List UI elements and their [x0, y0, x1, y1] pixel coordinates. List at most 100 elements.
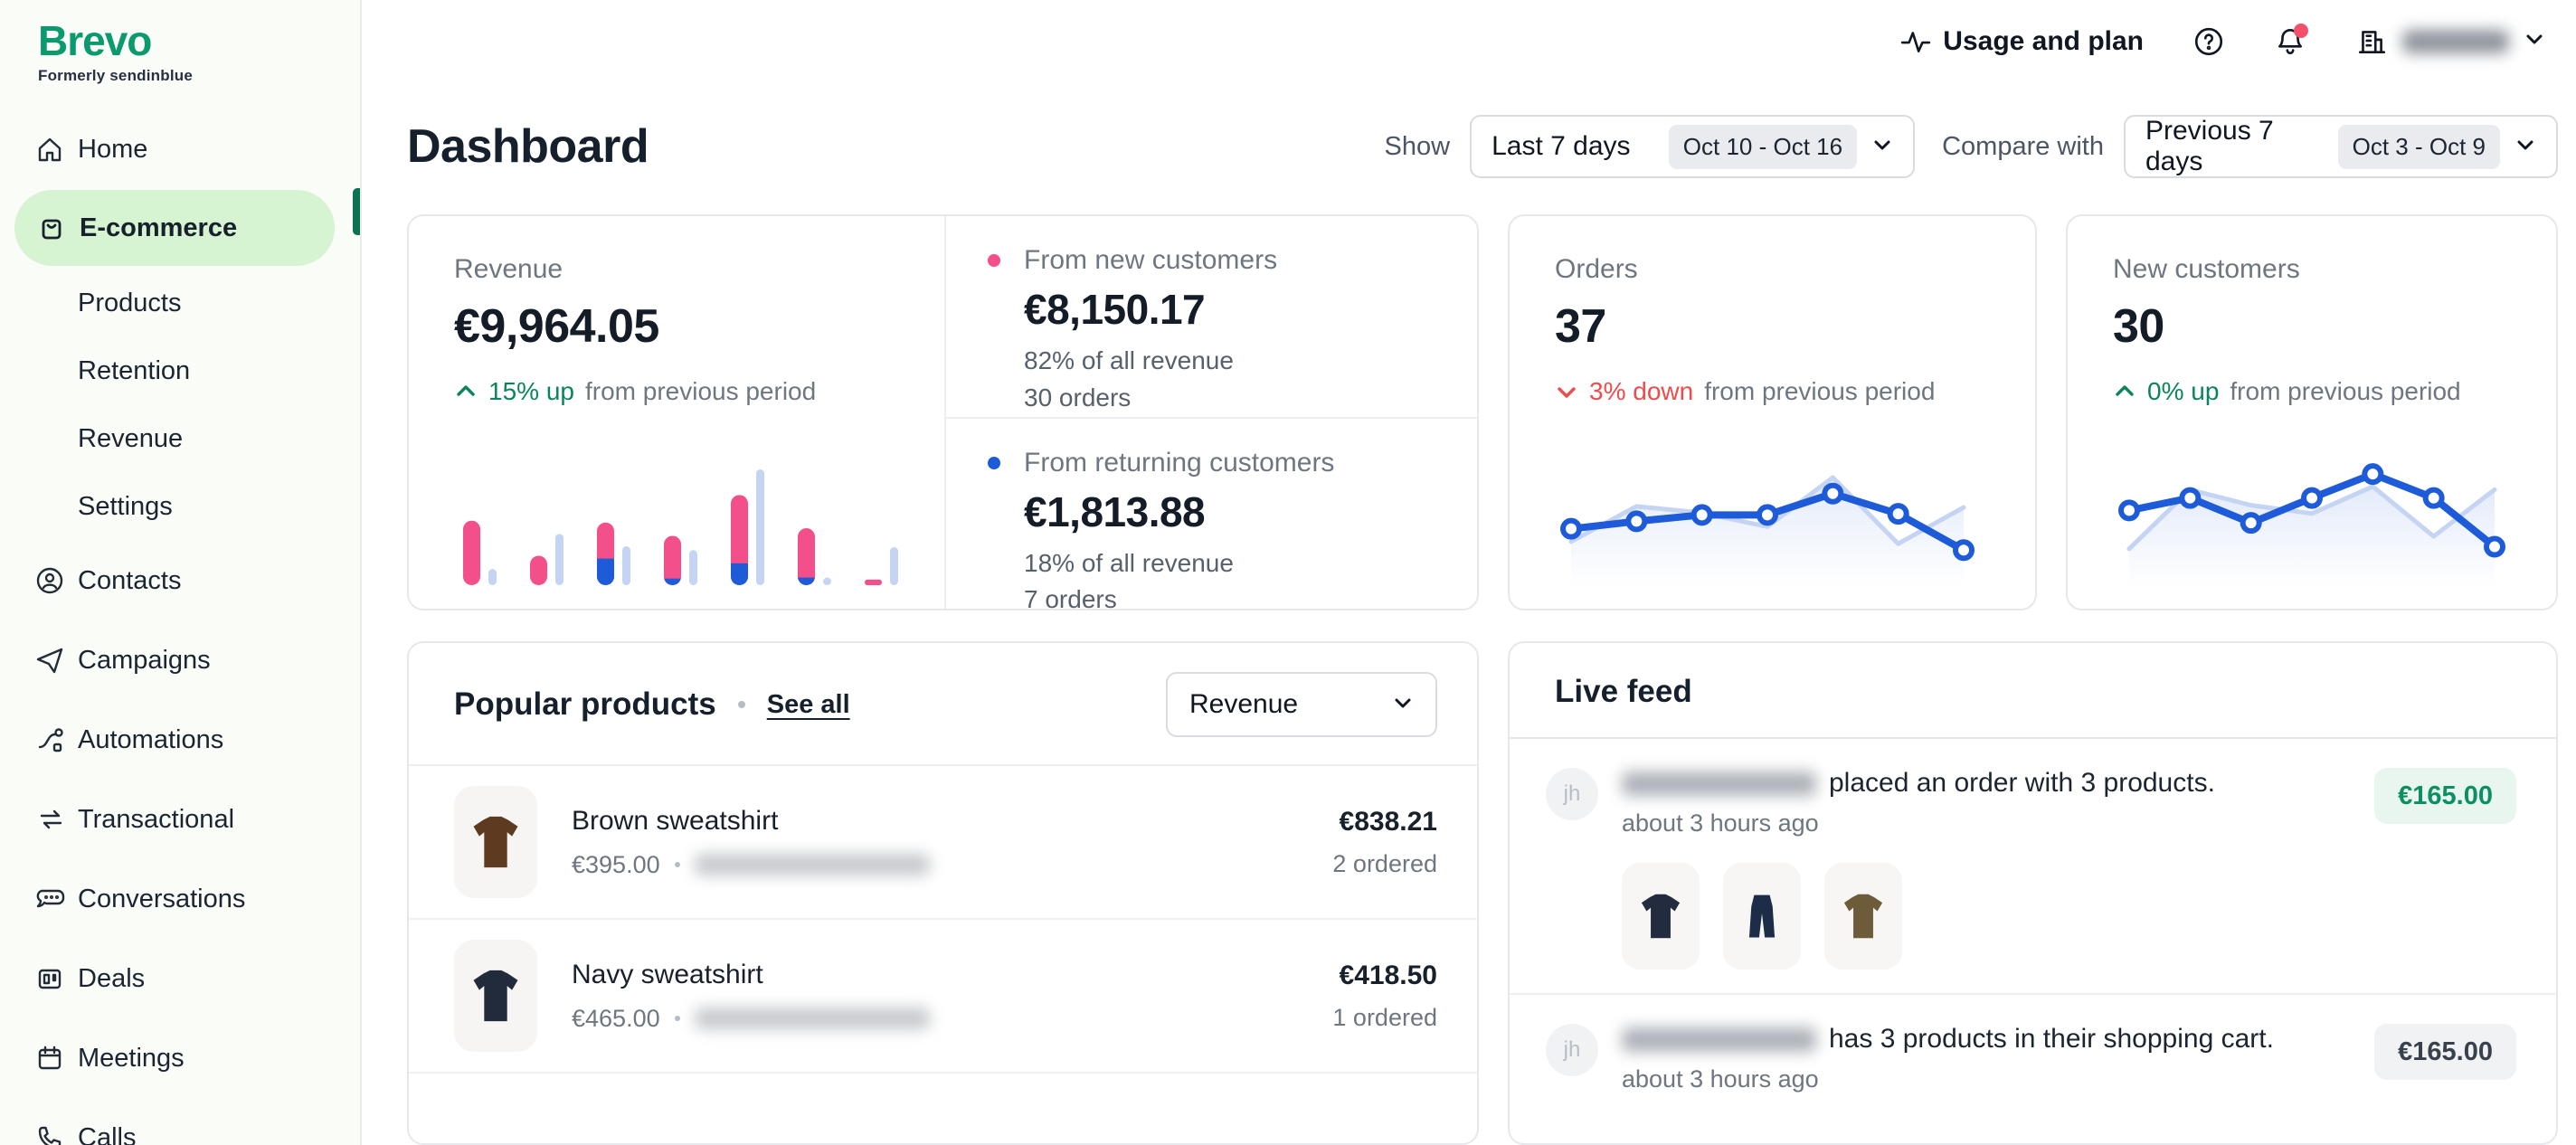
chevron-down-icon	[2524, 28, 2545, 54]
account-menu[interactable]	[2355, 25, 2545, 58]
sidebar-item-settings[interactable]: Settings	[78, 492, 173, 521]
orders-value: 37	[1555, 300, 1606, 354]
dot-separator	[674, 1016, 680, 1022]
returning-customers-revenue-value: €1,813.88	[1024, 487, 1206, 535]
new-customers-trend: 0% up from previous period	[2113, 377, 2529, 406]
sidebar-item-label: Home	[78, 134, 148, 164]
chat-bubble-icon	[34, 884, 65, 914]
sidebar-item-contacts[interactable]: Contacts	[0, 541, 360, 620]
product-thumbnail	[1622, 863, 1700, 970]
main-content: Usage and plan Dashboard	[362, 0, 2576, 1145]
feed-event-text: has 3 products in their shopping cart.	[1829, 1024, 2274, 1055]
lower-row: Popular products See all Revenue	[407, 641, 2558, 1145]
sidebar-item-deals[interactable]: Deals	[0, 939, 360, 1018]
notifications-bell-icon[interactable]	[2274, 23, 2308, 58]
sidebar-item-label: Meetings	[78, 1043, 185, 1073]
sidebar-item-label: Transactional	[78, 804, 235, 834]
shirt-icon	[1641, 894, 1681, 939]
live-feed-title: Live feed	[1555, 674, 1692, 710]
brand-tagline: Formerly sendinblue	[38, 67, 194, 84]
revenue-bar-chart	[463, 469, 898, 586]
page-header: Dashboard Show Last 7 days Oct 10 - Oct …	[407, 115, 2558, 179]
organization-building-icon	[2355, 25, 2388, 58]
order-amount-badge: €165.00	[2374, 768, 2516, 825]
revenue-summary: Revenue €9,964.05 15% up from previous p…	[409, 216, 944, 609]
kpi-row: Revenue €9,964.05 15% up from previous p…	[407, 214, 2558, 613]
product-ordered-count: 1 ordered	[1332, 1003, 1437, 1031]
revenue-label: Revenue	[454, 254, 564, 285]
blue-series-dot	[988, 456, 1000, 469]
page-title: Dashboard	[407, 120, 649, 174]
show-period-dropdown[interactable]: Last 7 days Oct 10 - Oct 16	[1470, 115, 1916, 179]
sidebar-item-label: E-commerce	[80, 213, 238, 242]
feed-item: jh placed an order with 3 products. abou…	[1510, 739, 2556, 993]
sidebar-item-automations[interactable]: Automations	[0, 700, 360, 780]
activity-pulse-icon	[1899, 25, 1932, 58]
customer-name-blurred	[1622, 771, 1816, 796]
orders-card: Orders 37 3% down from previous period	[1508, 214, 2037, 611]
compare-label: Compare with	[1942, 131, 2104, 161]
sidebar-item-label: Deals	[78, 963, 146, 993]
sidebar-item-label: Conversations	[78, 884, 246, 913]
pants-icon	[1748, 895, 1776, 938]
sweatshirt-icon	[473, 817, 518, 868]
compare-period-range: Oct 3 - Oct 9	[2337, 124, 2500, 169]
sidebar-item-conversations[interactable]: Conversations	[0, 859, 360, 939]
product-name: Navy sweatshirt	[572, 959, 763, 989]
sort-by-value: Revenue	[1189, 689, 1299, 720]
new-customers-revenue: From new customers €8,150.17 82% of all …	[946, 216, 1477, 416]
product-row[interactable]: Navy sweatshirt €465.00 €418.50 1 ordere…	[409, 920, 1477, 1074]
orders-trend: 3% down from previous period	[1555, 377, 2008, 406]
product-row[interactable]: Brown sweatshirt €395.00 €838.21 2 order…	[409, 766, 1477, 921]
shirt-icon	[1843, 894, 1883, 939]
compare-period-dropdown[interactable]: Previous 7 days Oct 3 - Oct 9	[2124, 115, 2558, 179]
show-label: Show	[1384, 131, 1451, 161]
date-filters: Show Last 7 days Oct 10 - Oct 16 Compare…	[1384, 115, 2558, 179]
sidebar-item-calls[interactable]: Calls	[0, 1098, 360, 1145]
avatar: jh	[1546, 768, 1598, 821]
dot-separator	[674, 862, 680, 868]
ecommerce-subnav: Products Retention Revenue Settings	[0, 270, 360, 541]
active-route-indicator	[353, 188, 360, 235]
revenue-breakdown: From new customers €8,150.17 82% of all …	[944, 216, 1477, 613]
product-thumbnail	[1723, 863, 1801, 970]
sidebar-item-transactional[interactable]: Transactional	[0, 780, 360, 859]
sidebar-item-products[interactable]: Products	[78, 289, 182, 317]
see-all-link[interactable]: See all	[766, 689, 850, 719]
brevo-logo[interactable]: Brevo Formerly sendinblue	[0, 20, 360, 85]
feed-timestamp: about 3 hours ago	[1622, 809, 1819, 837]
sidebar-item-home[interactable]: Home	[0, 118, 360, 181]
returning-customers-revenue: From returning customers €1,813.88 18% o…	[946, 416, 1477, 619]
product-sku-blurred	[694, 854, 930, 876]
trend-up-icon	[457, 385, 475, 397]
usage-and-plan-label: Usage and plan	[1943, 25, 2144, 56]
help-icon[interactable]	[2192, 25, 2225, 58]
sidebar: Brevo Formerly sendinblue Home E-commerc…	[0, 0, 362, 1145]
sort-by-dropdown[interactable]: Revenue	[1166, 672, 1437, 738]
product-ordered-count: 2 ordered	[1332, 849, 1437, 877]
usage-and-plan-button[interactable]: Usage and plan	[1899, 25, 2144, 58]
sidebar-item-retention[interactable]: Retention	[78, 356, 191, 385]
workflow-icon	[34, 724, 65, 755]
sidebar-item-ecommerce[interactable]: E-commerce	[14, 190, 335, 266]
contacts-icon	[34, 565, 65, 596]
shopping-bag-icon	[36, 213, 67, 243]
sidebar-item-label: Contacts	[78, 565, 182, 595]
sidebar-item-revenue[interactable]: Revenue	[78, 424, 184, 453]
feed-item: jh has 3 products in their shopping cart…	[1510, 993, 2556, 1117]
workspace-name-blurred	[2402, 29, 2509, 53]
chevron-down-icon	[2514, 134, 2536, 160]
show-period-value: Last 7 days	[1492, 131, 1631, 162]
product-revenue: €838.21	[1339, 806, 1437, 837]
feed-timestamp: about 3 hours ago	[1622, 1065, 1819, 1093]
new-customers-card: New customers 30 0% up from previous per…	[2066, 214, 2558, 611]
sidebar-item-meetings[interactable]: Meetings	[0, 1018, 360, 1098]
cart-amount-badge: €165.00	[2374, 1024, 2516, 1081]
sidebar-item-campaigns[interactable]: Campaigns	[0, 620, 360, 700]
feed-event-text: placed an order with 3 products.	[1829, 768, 2215, 799]
live-feed-card: Live feed jh placed an order with 3 prod…	[1508, 641, 2558, 1145]
dot-separator	[737, 701, 745, 709]
sweatshirt-icon	[473, 970, 518, 1022]
new-customers-line-chart	[2118, 463, 2505, 588]
